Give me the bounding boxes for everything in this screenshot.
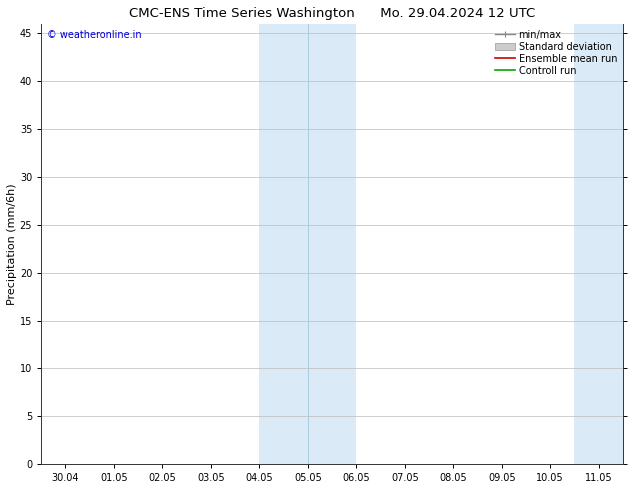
Title: CMC-ENS Time Series Washington      Mo. 29.04.2024 12 UTC: CMC-ENS Time Series Washington Mo. 29.04… (129, 7, 535, 20)
Bar (259, 24, 356, 464)
Bar (574, 24, 634, 464)
Y-axis label: Precipitation (mm/6h): Precipitation (mm/6h) (7, 183, 17, 305)
Legend: min/max, Standard deviation, Ensemble mean run, Controll run: min/max, Standard deviation, Ensemble me… (493, 27, 620, 78)
Text: © weatheronline.in: © weatheronline.in (47, 30, 141, 41)
